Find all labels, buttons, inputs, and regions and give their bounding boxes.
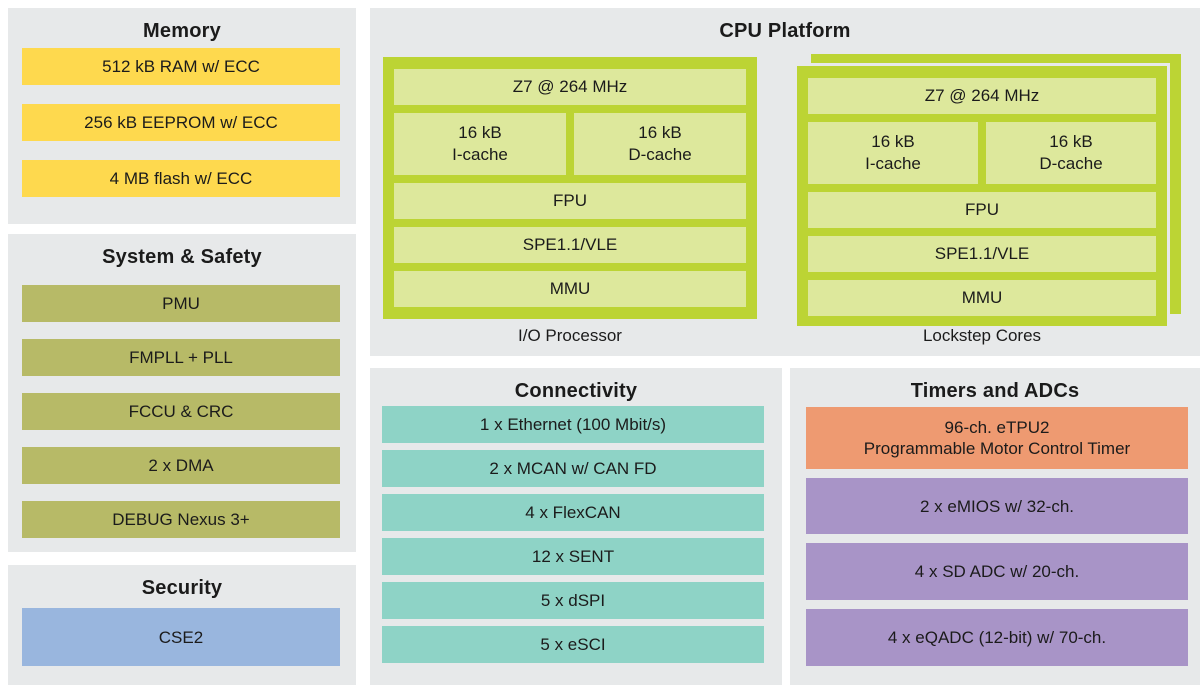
etpu2-line1: 96-ch. eTPU2 [944,418,1050,437]
system-safety-panel: System & Safety PMU FMPLL + PLL FCCU & C… [8,234,356,552]
sent-block: 12 x SENT [382,538,764,575]
emios-block: 2 x eMIOS w/ 32-ch. [806,478,1188,534]
memory-blocks: 512 kB RAM w/ ECC 256 kB EEPROM w/ ECC 4… [22,48,340,197]
io-processor-core: Z7 @ 264 MHz 16 kB I-cache 16 kB D-cache… [383,57,757,319]
flash-block: 4 MB flash w/ ECC [22,160,340,197]
cse2-block: CSE2 [22,608,340,666]
security-panel: Security CSE2 [8,565,356,685]
lockstep-cores: Z7 @ 264 MHz 16 kB I-cache 16 kB D-cache… [797,54,1181,326]
memory-title: Memory [143,20,221,42]
eqadc-block: 4 x eQADC (12-bit) w/ 70-ch. [806,609,1188,666]
lockstep-icache-cell: 16 kB I-cache [808,122,978,184]
dspi-block: 5 x dSPI [382,582,764,619]
io-processor-core-frame: Z7 @ 264 MHz 16 kB I-cache 16 kB D-cache… [383,57,757,319]
connectivity-blocks: 1 x Ethernet (100 Mbit/s) 2 x MCAN w/ CA… [382,406,764,663]
lockstep-clock-cell: Z7 @ 264 MHz [808,78,1156,114]
lockstep-cores-caption: Lockstep Cores [922,326,1042,345]
dma-block: 2 x DMA [22,447,340,484]
io-icache-size: 16 kB [458,123,502,142]
fmpll-block: FMPLL + PLL [22,339,340,376]
lockstep-dcache-cell: 16 kB D-cache [986,122,1156,184]
lockstep-cache-row: 16 kB I-cache 16 kB D-cache [808,122,1156,184]
mcan-block: 2 x MCAN w/ CAN FD [382,450,764,487]
io-fpu-cell: FPU [394,183,746,219]
connectivity-title: Connectivity [514,380,638,402]
connectivity-panel: Connectivity 1 x Ethernet (100 Mbit/s) 2… [370,368,782,685]
security-blocks: CSE2 [22,608,340,666]
io-dcache-label: D-cache [628,145,692,164]
cpu-platform-panel: CPU Platform Z7 @ 264 MHz 16 kB I-cache … [370,8,1200,356]
eeprom-block: 256 kB EEPROM w/ ECC [22,104,340,141]
debug-nexus-block: DEBUG Nexus 3+ [22,501,340,538]
system-safety-blocks: PMU FMPLL + PLL FCCU & CRC 2 x DMA DEBUG… [22,285,340,538]
sd-adc-block: 4 x SD ADC w/ 20-ch. [806,543,1188,600]
io-dcache-cell: 16 kB D-cache [574,113,746,175]
io-icache-cell: 16 kB I-cache [394,113,566,175]
pmu-block: PMU [22,285,340,322]
system-safety-title: System & Safety [102,246,262,268]
lockstep-fpu-cell: FPU [808,192,1156,228]
lockstep-icache-label: I-cache [865,154,921,173]
lockstep-spe-cell: SPE1.1/VLE [808,236,1156,272]
memory-panel: Memory 512 kB RAM w/ ECC 256 kB EEPROM w… [8,8,356,224]
timers-adcs-title: Timers and ADCs [910,380,1080,402]
lockstep-core-frame: Z7 @ 264 MHz 16 kB I-cache 16 kB D-cache… [797,66,1167,326]
timers-adcs-panel: Timers and ADCs 96-ch. eTPU2 Programmabl… [790,368,1200,685]
etpu2-block: 96-ch. eTPU2 Programmable Motor Control … [806,407,1188,469]
lockstep-mmu-cell: MMU [808,280,1156,316]
timers-adcs-blocks: 96-ch. eTPU2 Programmable Motor Control … [806,407,1188,666]
lockstep-dcache-size: 16 kB [1049,132,1093,151]
io-dcache-size: 16 kB [638,123,682,142]
esci-block: 5 x eSCI [382,626,764,663]
lockstep-icache-size: 16 kB [871,132,915,151]
security-title: Security [141,577,223,599]
ethernet-block: 1 x Ethernet (100 Mbit/s) [382,406,764,443]
lockstep-dcache-label: D-cache [1039,154,1103,173]
etpu2-line2: Programmable Motor Control Timer [863,439,1131,458]
io-mmu-cell: MMU [394,271,746,307]
flexcan-block: 4 x FlexCAN [382,494,764,531]
ram-block: 512 kB RAM w/ ECC [22,48,340,85]
fccu-crc-block: FCCU & CRC [22,393,340,430]
cpu-platform-title: CPU Platform [719,20,851,42]
io-cache-row: 16 kB I-cache 16 kB D-cache [394,113,746,175]
io-clock-cell: Z7 @ 264 MHz [394,69,746,105]
io-icache-label: I-cache [452,145,508,164]
io-processor-caption: I/O Processor [518,326,622,345]
io-spe-cell: SPE1.1/VLE [394,227,746,263]
